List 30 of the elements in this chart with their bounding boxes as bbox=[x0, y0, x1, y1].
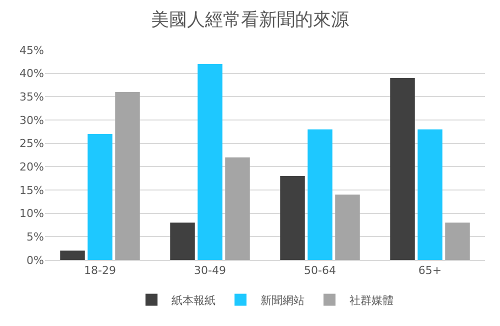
bar bbox=[308, 129, 332, 260]
x-tick-label: 65+ bbox=[418, 264, 442, 278]
bar bbox=[88, 134, 112, 260]
y-tick-label: 25% bbox=[20, 137, 44, 150]
bar bbox=[115, 92, 140, 260]
bar bbox=[418, 129, 442, 260]
bar bbox=[335, 194, 360, 260]
legend-label: 社群媒體 bbox=[350, 294, 394, 307]
bar bbox=[198, 64, 222, 260]
y-tick-label: 45% bbox=[20, 44, 44, 57]
bar bbox=[390, 78, 415, 260]
y-tick-label: 20% bbox=[20, 160, 44, 174]
y-tick-label: 0% bbox=[26, 254, 44, 267]
bar bbox=[60, 250, 85, 260]
y-tick-label: 10% bbox=[20, 207, 44, 220]
y-tick-label: 30% bbox=[20, 114, 44, 127]
bar bbox=[280, 176, 305, 260]
legend-label: 新聞網站 bbox=[260, 294, 304, 307]
y-tick-label: 40% bbox=[20, 67, 44, 80]
x-tick-label: 30-49 bbox=[194, 264, 226, 278]
y-tick-label: 35% bbox=[20, 90, 44, 104]
x-tick-label: 18-29 bbox=[84, 264, 116, 278]
chart-title: 美國人經常看新聞的來源 bbox=[151, 10, 349, 31]
bar bbox=[445, 222, 470, 260]
x-tick-label: 50-64 bbox=[304, 264, 336, 278]
bar bbox=[170, 222, 195, 260]
y-tick-label: 5% bbox=[26, 230, 44, 244]
bar bbox=[225, 157, 250, 260]
legend-label: 紙本報紙 bbox=[172, 294, 216, 307]
y-tick-label: 15% bbox=[20, 184, 44, 197]
